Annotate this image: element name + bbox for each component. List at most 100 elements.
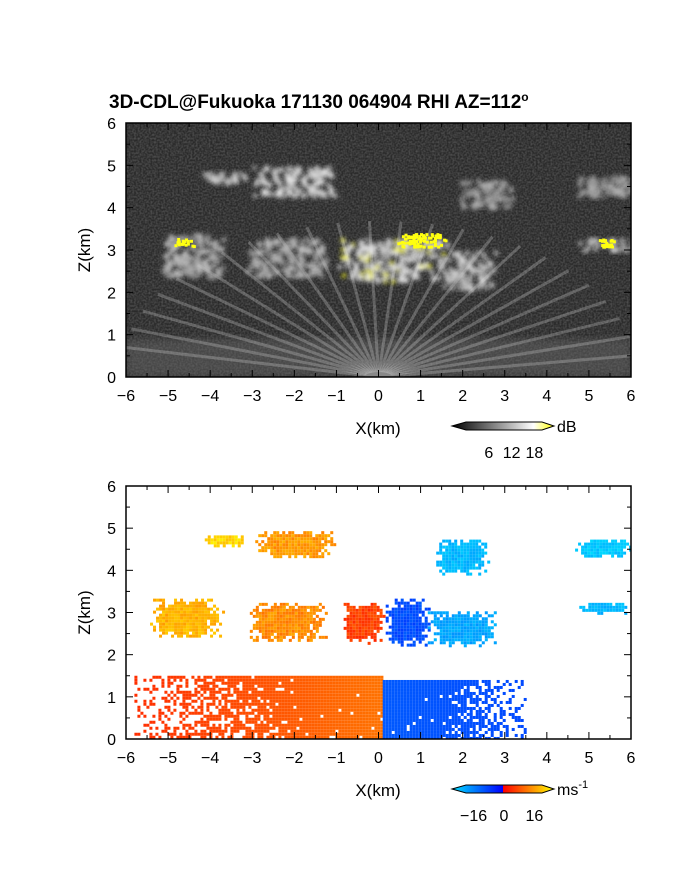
velocity-cell — [308, 714, 312, 718]
backscatter-cell — [373, 259, 378, 264]
backscatter-cell — [430, 271, 435, 276]
backscatter-cell — [254, 251, 259, 256]
backscatter-cell — [206, 177, 211, 182]
x-tick-label: 2 — [458, 388, 467, 405]
velocity-cell — [344, 705, 348, 709]
velocity-cell — [406, 706, 410, 710]
velocity-cell — [377, 702, 381, 706]
backscatter-cell — [272, 257, 277, 262]
velocity-cell — [454, 718, 458, 722]
velocity-cell — [155, 732, 159, 736]
velocity-cell — [264, 629, 268, 633]
velocity-region — [579, 602, 628, 615]
backscatter-cell — [484, 196, 489, 201]
velocity-cell — [300, 540, 304, 544]
velocity-cell — [261, 629, 265, 633]
backscatter-cell — [190, 270, 195, 275]
velocity-cell — [189, 610, 193, 614]
velocity-cell — [290, 699, 294, 703]
backscatter-cell — [586, 239, 591, 244]
backscatter-cell — [264, 181, 269, 186]
velocity-cell — [451, 682, 455, 686]
velocity-cell — [306, 620, 310, 624]
velocity-cell — [472, 724, 476, 728]
velocity-cell — [584, 548, 588, 552]
velocity-cell — [388, 703, 392, 707]
velocity-cell — [305, 690, 309, 694]
velocity-cell — [605, 551, 609, 555]
velocity-cell — [338, 729, 342, 733]
velocity-cell — [424, 721, 428, 725]
velocity-cell — [358, 635, 362, 639]
backscatter-cell — [264, 189, 269, 194]
velocity-cell — [158, 714, 162, 718]
velocity-cell — [380, 708, 384, 712]
backscatter-cell — [603, 243, 607, 247]
velocity-cell — [346, 602, 350, 606]
velocity-cell — [209, 681, 213, 685]
velocity-cell — [472, 682, 476, 686]
velocity-cell — [296, 702, 300, 706]
backscatter-cell — [210, 255, 215, 260]
backscatter-cell — [603, 245, 607, 249]
velocity-cell — [466, 626, 470, 630]
velocity-cell — [260, 708, 264, 712]
backscatter-cell — [586, 181, 591, 186]
velocity-cell — [200, 693, 204, 697]
velocity-cell — [421, 730, 425, 734]
velocity-cell — [275, 717, 279, 721]
velocity-cell — [338, 696, 342, 700]
velocity-cell — [370, 602, 374, 606]
velocity-cell — [324, 549, 328, 553]
velocity-cell — [469, 709, 473, 713]
velocity-cell — [260, 690, 264, 694]
velocity-cell — [454, 697, 458, 701]
velocity-cell — [180, 631, 184, 635]
velocity-cell — [620, 542, 624, 546]
backscatter-cell — [508, 203, 513, 208]
velocity-cell — [161, 720, 165, 724]
velocity-cell — [326, 705, 330, 709]
velocity-cell — [300, 614, 304, 618]
velocity-cell — [418, 601, 422, 605]
velocity-cell — [200, 684, 204, 688]
backscatter-cell — [399, 241, 403, 245]
velocity-cell — [463, 700, 467, 704]
velocity-cell — [305, 675, 309, 679]
velocity-cell — [478, 724, 482, 728]
backscatter-cell — [183, 235, 188, 240]
velocity-cell — [409, 718, 413, 722]
backscatter-cell — [365, 248, 370, 253]
velocity-cell — [424, 688, 428, 692]
velocity-cell — [168, 607, 172, 611]
velocity-cell — [442, 712, 446, 716]
velocity-cell — [191, 693, 195, 697]
backscatter-cell — [166, 273, 171, 278]
velocity-cell — [236, 729, 240, 733]
velocity-cell — [347, 699, 351, 703]
velocity-cell — [359, 708, 363, 712]
velocity-cell — [227, 693, 231, 697]
velocity-cell — [344, 708, 348, 712]
cloud-layer — [202, 170, 248, 186]
backscatter-cell — [616, 186, 621, 191]
velocity-cell — [606, 608, 610, 612]
velocity-cell — [317, 732, 321, 736]
velocity-cell — [350, 687, 354, 691]
backscatter-cell — [274, 255, 279, 260]
velocity-cell — [463, 620, 467, 624]
velocity-cell — [272, 726, 276, 730]
velocity-cell — [317, 690, 321, 694]
velocity-cell — [394, 616, 398, 620]
velocity-cell — [371, 699, 375, 703]
velocity-cell — [180, 610, 184, 614]
backscatter-cell — [284, 270, 289, 275]
backscatter-cell — [315, 167, 320, 172]
velocity-cell — [278, 723, 282, 727]
velocity-cell — [448, 706, 452, 710]
velocity-cell — [257, 690, 261, 694]
velocity-cell — [361, 614, 365, 618]
velocity-cell — [332, 723, 336, 727]
backscatter-cell — [298, 256, 303, 261]
